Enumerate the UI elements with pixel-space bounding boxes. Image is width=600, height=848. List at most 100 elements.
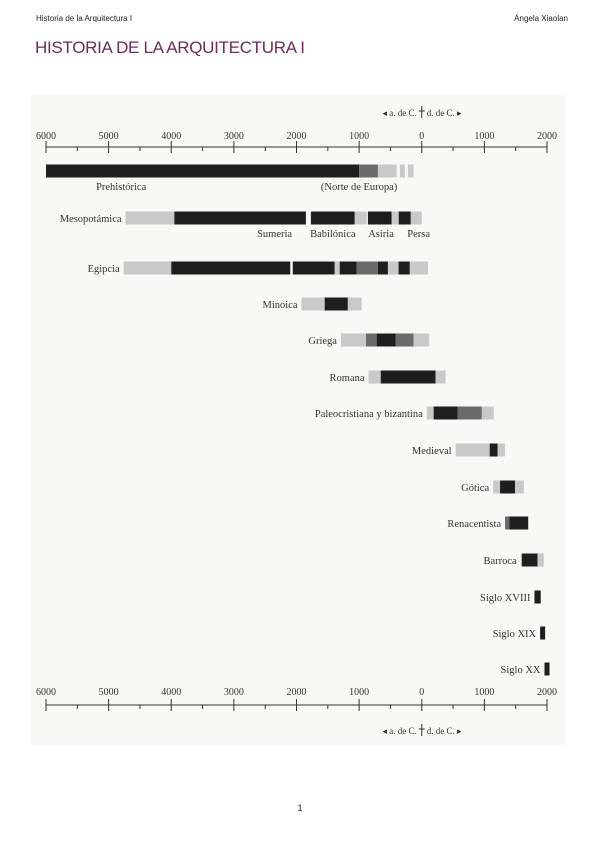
period-segment-light bbox=[391, 211, 398, 225]
period-segment-mid bbox=[395, 333, 414, 347]
row-label: Paleocristiana y bizantina bbox=[315, 409, 423, 420]
tick-label: 0 bbox=[419, 687, 424, 698]
timeline-row: Renacentista bbox=[447, 516, 529, 530]
timeline-row: Griega bbox=[308, 333, 430, 347]
period-segment-dark bbox=[367, 211, 392, 225]
period-segment-mid bbox=[457, 406, 482, 420]
period-segment-light bbox=[123, 261, 172, 275]
period-segment-dark bbox=[489, 443, 498, 457]
period-segment-dark bbox=[500, 480, 516, 494]
period-segment-dark bbox=[544, 662, 550, 676]
header-author: Ángela Xiaolan bbox=[514, 14, 568, 23]
tick-label: 6000 bbox=[36, 687, 56, 698]
period-segment-light bbox=[347, 297, 362, 311]
period-segment-dark bbox=[46, 164, 360, 178]
period-segment-light bbox=[520, 553, 522, 567]
period-segment-light bbox=[340, 333, 367, 347]
timeline-row: Paleocristiana y bizantina bbox=[315, 406, 494, 420]
timeline-row: Siglo XX bbox=[501, 662, 550, 676]
tick-label: 4000 bbox=[161, 131, 181, 142]
tick-label: 4000 bbox=[161, 687, 181, 698]
period-segment-light bbox=[387, 261, 399, 275]
top-axis: 6000 5000 4000 3000 2000 1000 0 1000 2000 ◂ a. de… bbox=[36, 106, 557, 153]
row-label: Siglo XX bbox=[501, 665, 541, 676]
period-segment-light bbox=[407, 164, 414, 178]
era-before-label: ◂ a. de C. bbox=[382, 108, 416, 118]
timeline-row: Siglo XIX bbox=[493, 626, 546, 640]
tick-label: 3000 bbox=[224, 687, 244, 698]
period-segment-mid bbox=[356, 261, 378, 275]
tick-label: 1000 bbox=[349, 131, 369, 142]
timeline-row: Egipcia bbox=[88, 261, 429, 275]
period-segment-dark bbox=[171, 261, 291, 275]
period-segment-light bbox=[435, 370, 446, 384]
period-segment-light bbox=[368, 370, 381, 384]
period-segment-dark bbox=[376, 333, 396, 347]
period-segment-light bbox=[481, 406, 494, 420]
period-segment-dark bbox=[310, 211, 355, 225]
row-label: Siglo XVIII bbox=[480, 593, 531, 604]
tick-label: 2000 bbox=[537, 687, 557, 698]
row-label: Gótica bbox=[461, 483, 489, 494]
chart-background bbox=[30, 95, 565, 745]
page-title: HISTORIA DE LA ARQUITECTURA I bbox=[35, 38, 305, 57]
tick-label: 6000 bbox=[36, 131, 56, 142]
row-label: Barroca bbox=[483, 556, 517, 567]
tick-label: 0 bbox=[419, 131, 424, 142]
page-number: 1 bbox=[297, 803, 303, 813]
period-segment-light bbox=[334, 261, 340, 275]
period-segment-light bbox=[377, 164, 397, 178]
era-marker: ◂ a. de C. d. de C. ▸ bbox=[382, 724, 462, 736]
period-segment-dark bbox=[339, 261, 357, 275]
period-segment-light bbox=[493, 480, 501, 494]
timeline-row: Barroca bbox=[483, 553, 544, 567]
period-segment-dark bbox=[433, 406, 458, 420]
period-segment-dark bbox=[292, 261, 335, 275]
era-marker: ◂ a. de C. d. de C. ▸ bbox=[382, 106, 462, 118]
timeline-row: Minoica bbox=[263, 297, 362, 311]
period-segment-dark bbox=[509, 516, 529, 530]
period-segment-light bbox=[125, 211, 175, 225]
sub-period-label: Sumeria bbox=[257, 229, 292, 240]
sub-period-label: Persa bbox=[407, 229, 430, 240]
sub-period-label: Prehistórica bbox=[96, 182, 146, 193]
period-segment-dark bbox=[380, 370, 436, 384]
period-segment-light bbox=[354, 211, 367, 225]
period-segment-dark bbox=[324, 297, 348, 311]
period-segment-dark bbox=[540, 626, 546, 640]
timeline-row: Romana bbox=[330, 370, 446, 384]
era-before-label: ◂ a. de C. bbox=[382, 726, 416, 736]
period-segment-dark bbox=[521, 553, 538, 567]
period-segment-mid bbox=[505, 516, 510, 530]
timeline-row: Medieval bbox=[412, 443, 506, 457]
tick-label: 2000 bbox=[537, 131, 557, 142]
tick-label: 5000 bbox=[99, 131, 119, 142]
period-segment-light bbox=[399, 164, 405, 178]
period-segment-dark bbox=[398, 211, 411, 225]
timeline-row: Siglo XVIII bbox=[480, 590, 541, 604]
row-label: Mesopotámica bbox=[60, 214, 122, 225]
period-segment-light bbox=[497, 443, 506, 457]
timeline-row: Gótica bbox=[461, 480, 524, 494]
row-label: Minoica bbox=[263, 300, 298, 311]
header-left: Historia de la Arquitectura I bbox=[36, 14, 133, 23]
row-label: Egipcia bbox=[88, 264, 120, 275]
tick-label: 1000 bbox=[474, 687, 494, 698]
timeline-row: Prehistórica (Norte de Europa) bbox=[46, 164, 414, 193]
row-label: Romana bbox=[330, 373, 365, 384]
era-after-label: d. de C. ▸ bbox=[427, 108, 462, 118]
period-segment-dark bbox=[377, 261, 388, 275]
tick-label: 1000 bbox=[349, 687, 369, 698]
period-segment-light bbox=[413, 333, 430, 347]
period-segment-dark bbox=[398, 261, 410, 275]
tick-label: 5000 bbox=[99, 687, 119, 698]
period-segment-light bbox=[537, 553, 544, 567]
period-segment-light bbox=[409, 261, 429, 275]
timeline-row: Mesopotámica Sumeria Babilónica Asiria Persa bbox=[60, 211, 430, 240]
sub-period-label: Babilónica bbox=[310, 229, 356, 240]
era-after-label: d. de C. ▸ bbox=[427, 726, 462, 736]
period-segment-light bbox=[515, 480, 524, 494]
period-segment-dark bbox=[534, 590, 541, 604]
tick-label: 2000 bbox=[287, 131, 307, 142]
